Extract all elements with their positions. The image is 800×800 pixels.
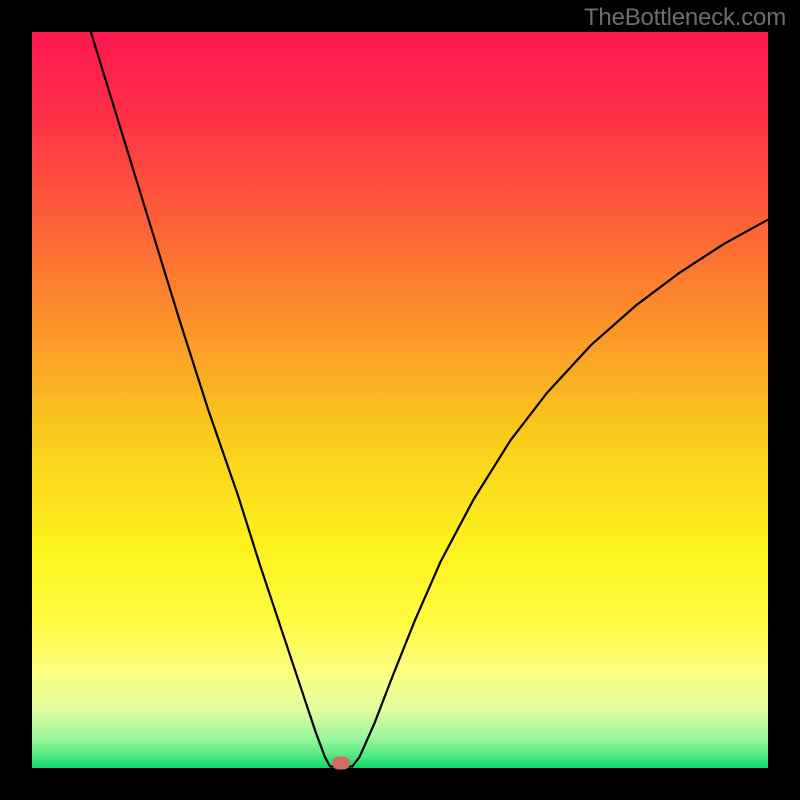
plot-area bbox=[32, 32, 768, 768]
optimal-point-marker bbox=[332, 756, 350, 769]
bottleneck-curve bbox=[32, 32, 768, 768]
watermark-text: TheBottleneck.com bbox=[584, 4, 786, 32]
